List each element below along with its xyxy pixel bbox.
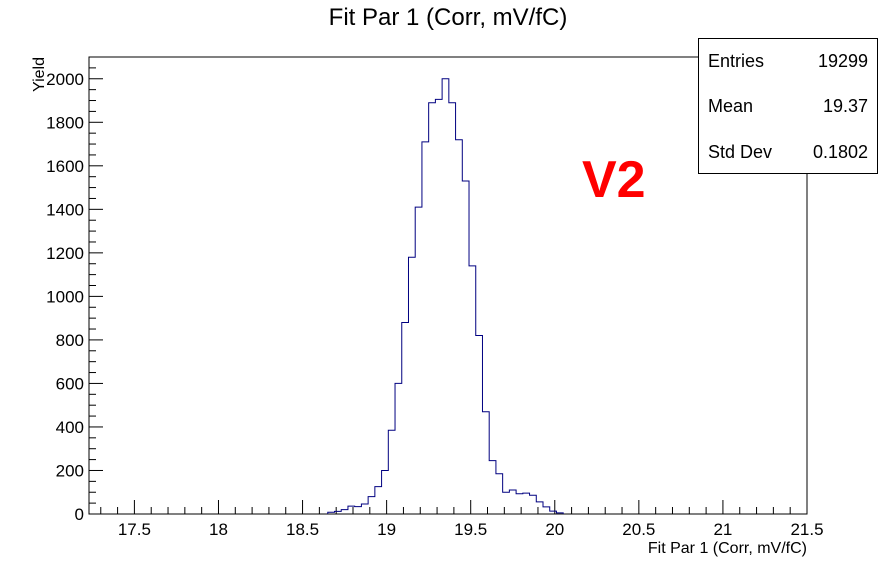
- histogram-bin: [482, 412, 489, 514]
- x-tick-label: 19: [377, 520, 396, 539]
- x-tick-label: 19.5: [454, 520, 487, 539]
- y-tick-label: 0: [75, 505, 84, 524]
- x-tick-label: 20: [545, 520, 564, 539]
- histogram-bin: [435, 99, 442, 514]
- histogram-bin: [469, 266, 476, 514]
- stats-entries-label: Entries: [708, 51, 765, 71]
- x-tick-label: 21.5: [790, 520, 823, 539]
- histogram-bin: [341, 510, 348, 514]
- stats-row-mean: Mean 19.37: [708, 96, 868, 120]
- histogram-bin: [429, 103, 436, 514]
- histogram-bin: [536, 502, 543, 514]
- histogram-bin: [408, 257, 415, 514]
- histogram-bin: [382, 470, 389, 514]
- histogram-bin: [503, 492, 510, 514]
- histogram-bin: [422, 142, 429, 514]
- stats-mean-value: 19.37: [822, 96, 868, 116]
- histogram-bin: [415, 207, 422, 514]
- histogram-bin: [509, 490, 516, 514]
- histogram-bin: [375, 487, 382, 514]
- y-tick-label: 200: [56, 461, 84, 480]
- stats-box: Entries 19299 Mean 19.37 Std Dev 0.1802: [698, 38, 878, 174]
- histogram-bin: [476, 336, 483, 514]
- y-tick-label: 600: [56, 374, 84, 393]
- stats-entries-value: 19299: [817, 51, 868, 71]
- histogram-bin: [456, 140, 463, 514]
- stats-mean-label: Mean: [708, 96, 754, 116]
- histogram-bin: [496, 474, 503, 514]
- y-tick-label: 1400: [46, 200, 84, 219]
- histogram-bin: [395, 383, 402, 514]
- y-tick-label: 1200: [46, 244, 84, 263]
- histogram-bin: [334, 511, 341, 514]
- histogram-bin: [348, 506, 355, 514]
- histogram-bin: [523, 493, 530, 514]
- y-tick-label: 800: [56, 331, 84, 350]
- histogram-bin: [442, 79, 449, 514]
- histogram-bin: [556, 513, 563, 514]
- x-tick-label: 17.5: [118, 520, 151, 539]
- histogram-bin: [388, 430, 395, 514]
- histogram-bin: [530, 495, 537, 514]
- histogram-bin: [516, 494, 523, 514]
- y-tick-label: 1800: [46, 113, 84, 132]
- x-tick-label: 20.5: [622, 520, 655, 539]
- x-axis-label: Fit Par 1 (Corr, mV/fC): [648, 540, 807, 557]
- x-tick-label: 18.5: [286, 520, 319, 539]
- y-tick-label: 1000: [46, 287, 84, 306]
- stats-stddev-label: Std Dev: [708, 142, 773, 162]
- stats-stddev-value: 0.1802: [812, 142, 868, 162]
- histogram-bin: [361, 504, 368, 514]
- histogram-bin: [489, 461, 496, 514]
- histogram-bin: [402, 322, 409, 514]
- histogram-bin: [355, 507, 362, 514]
- histogram-bin: [462, 181, 469, 514]
- y-tick-label: 400: [56, 418, 84, 437]
- histogram-bin: [328, 512, 335, 514]
- chart-title: Fit Par 1 (Corr, mV/fC): [328, 4, 568, 31]
- histogram-bin: [550, 511, 557, 514]
- histogram-series: [327, 78, 564, 514]
- y-tick-label: 2000: [46, 70, 84, 89]
- y-tick-label: 1600: [46, 157, 84, 176]
- x-tick-label: 21: [713, 520, 732, 539]
- stats-row-stddev: Std Dev 0.1802: [708, 142, 868, 166]
- y-axis-label: Yield: [31, 57, 48, 92]
- histogram-bin: [543, 507, 550, 514]
- version-annotation: V2: [582, 151, 646, 209]
- stats-row-entries: Entries 19299: [708, 51, 868, 75]
- histogram-bin: [368, 497, 375, 514]
- x-tick-label: 18: [209, 520, 228, 539]
- histogram-bin: [449, 103, 456, 514]
